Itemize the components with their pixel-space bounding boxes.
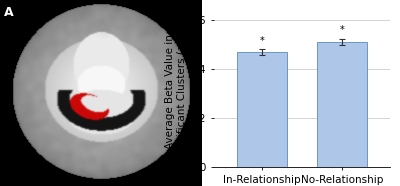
Text: A: A: [4, 6, 14, 19]
Text: *: *: [340, 25, 344, 35]
Bar: [237, 52, 287, 167]
Y-axis label: Average Beta Value in
Significant Clusters (a. u.): Average Beta Value in Significant Cluste…: [166, 23, 187, 159]
Text: *: *: [260, 36, 264, 46]
Text: B: B: [165, 9, 174, 22]
Bar: [317, 42, 367, 167]
